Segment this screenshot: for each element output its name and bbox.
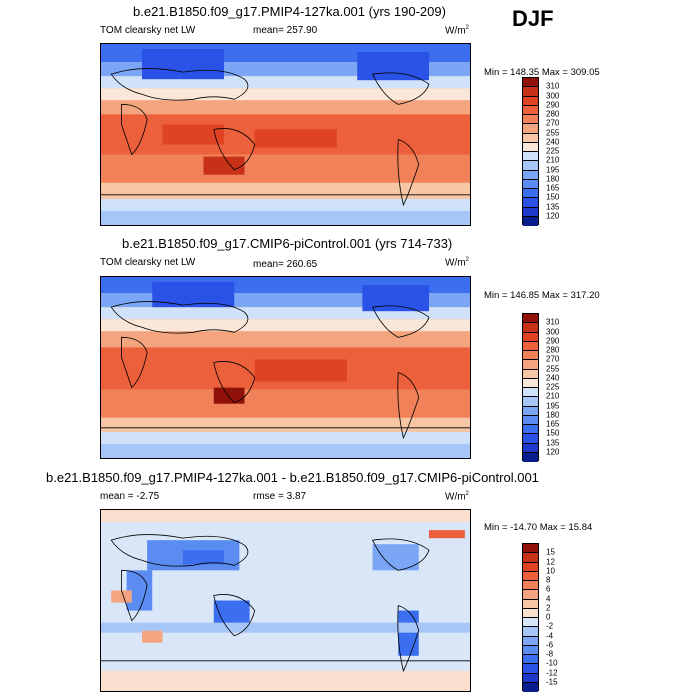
colorbar-tick-label: 12 [546,557,555,566]
colorbar-tick-label: 300 [546,327,560,336]
colorbar-tick-label: 15 [546,547,555,557]
colorbar-tick-label: -4 [546,631,554,640]
colorbar-tick-label: 150 [546,428,560,438]
diff-mean-label: mean = -2.75 [100,491,160,502]
colorbar-tick-label: 0 [546,612,551,622]
colorbar-tick-label: 280 [546,345,560,355]
units-label: W/m2 [445,257,469,269]
mean-value: 257.90 [286,25,318,36]
colorbar-tick-label: 6 [546,584,551,594]
colorbar-tick-label: 270 [546,118,560,128]
colorbar-tick-label: 120 [546,211,560,221]
colorbar-tick-label: 225 [546,146,560,156]
panel-title: b.e21.B1850.f09_g17.CMIP6-piControl.001 … [122,236,453,251]
units-label: W/m2 [445,491,469,503]
colorbar-tick-label: 2 [546,603,551,613]
mean-label: mean= 257.90 [253,25,318,36]
colorbar-tick-label: 120 [546,447,560,457]
colorbar-tick-label: 135 [546,202,560,211]
rmse-value: 3.87 [286,491,307,502]
colorbar-tick-label: 180 [546,174,560,184]
colorbar-tick-label: 4 [546,594,551,603]
colorbar-tick-label: 165 [546,183,560,193]
colorbar-tick-label: -15 [546,677,558,687]
map-plot [100,509,471,692]
colorbar-tick-label: -2 [546,621,554,631]
mean-label: mean= 260.65 [253,259,318,270]
colorbar-tick-label: 255 [546,128,560,137]
colorbar-tick-label: 310 [546,81,560,91]
mean-value: 260.65 [286,259,318,270]
colorbar [522,313,539,462]
colorbar-tick-label: -8 [546,649,554,659]
colorbar-tick-label: 290 [546,100,560,110]
colorbar-tick-label: 240 [546,137,560,147]
map-plot [100,276,471,459]
variable-label: TOM clearsky net LW [100,25,196,36]
colorbar-tick-label: 165 [546,419,560,429]
panel-title: b.e21.B1850.f09_g17.PMIP4-127ka.001 (yrs… [133,4,446,19]
colorbar-tick-label: 210 [546,155,560,165]
min-max-label: Min = 148.35 Max = 309.05 [484,67,600,78]
colorbar-tick-label: 310 [546,317,560,327]
colorbar-tick-label: 240 [546,373,560,383]
colorbar-tick-label: 270 [546,354,560,364]
panel-title: b.e21.B1850.f09_g17.PMIP4-127ka.001 - b.… [46,470,539,485]
colorbar-tick-label: 290 [546,336,560,346]
min-max-label: Min = -14.70 Max = 15.84 [484,522,593,533]
rmse-label: rmse = 3.87 [253,491,307,502]
colorbar-tick-label: -6 [546,640,554,650]
colorbar-labels: 310 300 290 280 270 255 240 225 210 195 … [546,77,576,225]
season-label: DJF [512,6,554,31]
colorbar-tick-label: -12 [546,668,558,677]
colorbar-tick-label: 210 [546,391,560,401]
colorbar-tick-label: 195 [546,165,560,174]
colorbar [522,77,539,226]
colorbar-tick-label: 135 [546,438,560,447]
min-max-label: Min = 146.85 Max = 317.20 [484,290,600,301]
units-label: W/m2 [445,25,469,37]
map-plot [100,43,471,226]
colorbar-tick-label: 300 [546,91,560,100]
colorbar-tick-label: 8 [546,575,551,585]
variable-label: TOM clearsky net LW [100,257,196,268]
colorbar-tick-label: 280 [546,109,560,119]
colorbar [522,543,539,692]
colorbar-tick-label: 180 [546,410,560,420]
colorbar-tick-label: 195 [546,401,560,410]
colorbar-tick-label: 150 [546,192,560,202]
colorbar-tick-label: -10 [546,658,558,668]
colorbar-tick-label: 255 [546,364,560,373]
colorbar-labels: 310 300 290 280 270 255 240 225 210 195 … [546,313,576,461]
colorbar-labels: 15 12 10 8 6 4 2 0 -2 -4 -6 -8 -10 -12 -… [546,543,576,691]
colorbar-tick-label: 225 [546,382,560,392]
colorbar-tick-label: 10 [546,566,555,576]
